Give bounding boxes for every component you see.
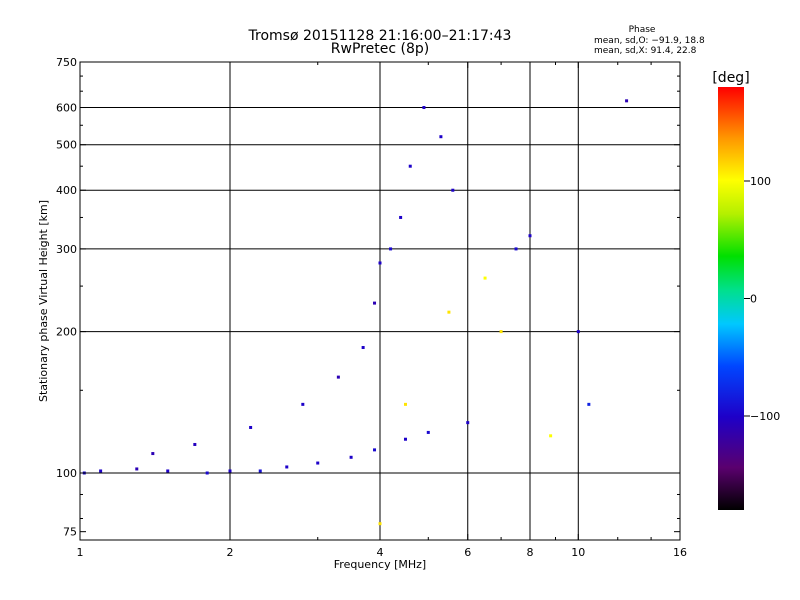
y-tick-label: 500 bbox=[56, 139, 77, 152]
data-point bbox=[336, 375, 340, 379]
data-point bbox=[349, 455, 353, 459]
data-point bbox=[316, 461, 320, 465]
chart-subtitle: RwPretec (8p) bbox=[331, 41, 429, 57]
y-tick-label: 300 bbox=[56, 243, 77, 256]
data-point bbox=[499, 330, 503, 334]
data-point bbox=[483, 276, 487, 280]
data-point bbox=[426, 430, 430, 434]
x-tick-label: 16 bbox=[673, 546, 687, 559]
x-axis-label: Frequency [MHz] bbox=[334, 558, 426, 571]
data-point bbox=[166, 469, 170, 473]
colorbar-ticks: 100 0 −100 bbox=[744, 175, 780, 423]
data-point bbox=[514, 247, 518, 251]
x-tick-label: 2 bbox=[227, 546, 234, 559]
data-point bbox=[151, 452, 155, 456]
y-axis-ticks: 75 100 200 300 400 500 600 750 bbox=[56, 56, 680, 539]
data-point bbox=[422, 106, 426, 110]
colorbar-tick-label: −100 bbox=[750, 410, 780, 423]
x-axis-ticks: 1 2 4 6 8 10 16 bbox=[77, 62, 687, 559]
data-point bbox=[447, 310, 451, 314]
x-tick-label: 4 bbox=[377, 546, 384, 559]
data-point bbox=[587, 402, 591, 406]
data-point bbox=[249, 425, 253, 429]
chart-title: Tromsø 20151128 21:16:00–21:17:43 bbox=[248, 28, 512, 44]
data-points bbox=[82, 99, 629, 526]
data-point bbox=[451, 188, 455, 192]
grid-lines bbox=[80, 62, 680, 540]
data-point bbox=[389, 247, 393, 251]
data-point bbox=[193, 442, 197, 446]
x-tick-label: 6 bbox=[464, 546, 471, 559]
colorbar bbox=[718, 87, 744, 510]
colorbar-tick-label: 100 bbox=[750, 175, 771, 188]
data-point bbox=[285, 465, 289, 469]
data-point bbox=[439, 135, 443, 139]
stats-heading: Phase bbox=[629, 25, 656, 35]
data-point bbox=[361, 346, 365, 350]
data-point bbox=[378, 261, 382, 265]
data-point bbox=[625, 99, 629, 103]
y-tick-label: 600 bbox=[56, 102, 77, 115]
data-point bbox=[99, 469, 103, 473]
y-tick-label: 200 bbox=[56, 326, 77, 339]
stats-line-o: mean, sd,O: −91.9, 18.8 bbox=[594, 36, 705, 46]
colorbar-unit: [deg] bbox=[712, 70, 749, 86]
y-axis-label: Stationary phase Virtual Height [km] bbox=[37, 200, 50, 402]
x-tick-label: 10 bbox=[571, 546, 585, 559]
data-point bbox=[205, 471, 209, 475]
data-point bbox=[408, 164, 412, 168]
data-point bbox=[528, 234, 532, 238]
data-point bbox=[403, 437, 407, 441]
data-point bbox=[576, 330, 580, 334]
x-tick-label: 8 bbox=[527, 546, 534, 559]
data-point bbox=[373, 301, 377, 305]
y-tick-label: 750 bbox=[56, 56, 77, 69]
y-tick-label: 75 bbox=[63, 526, 77, 539]
data-point bbox=[378, 522, 382, 526]
data-point bbox=[258, 469, 262, 473]
data-point bbox=[135, 467, 139, 471]
data-point bbox=[399, 215, 403, 219]
data-point bbox=[466, 421, 470, 425]
colorbar-tick-label: 0 bbox=[750, 293, 757, 306]
data-point bbox=[549, 434, 553, 438]
data-point bbox=[301, 402, 305, 406]
data-point bbox=[403, 402, 407, 406]
data-point bbox=[373, 448, 377, 452]
y-tick-label: 100 bbox=[56, 467, 77, 480]
y-tick-label: 400 bbox=[56, 184, 77, 197]
stats-line-x: mean, sd,X: 91.4, 22.8 bbox=[594, 46, 697, 56]
data-point bbox=[228, 469, 232, 473]
x-tick-label: 1 bbox=[77, 546, 84, 559]
